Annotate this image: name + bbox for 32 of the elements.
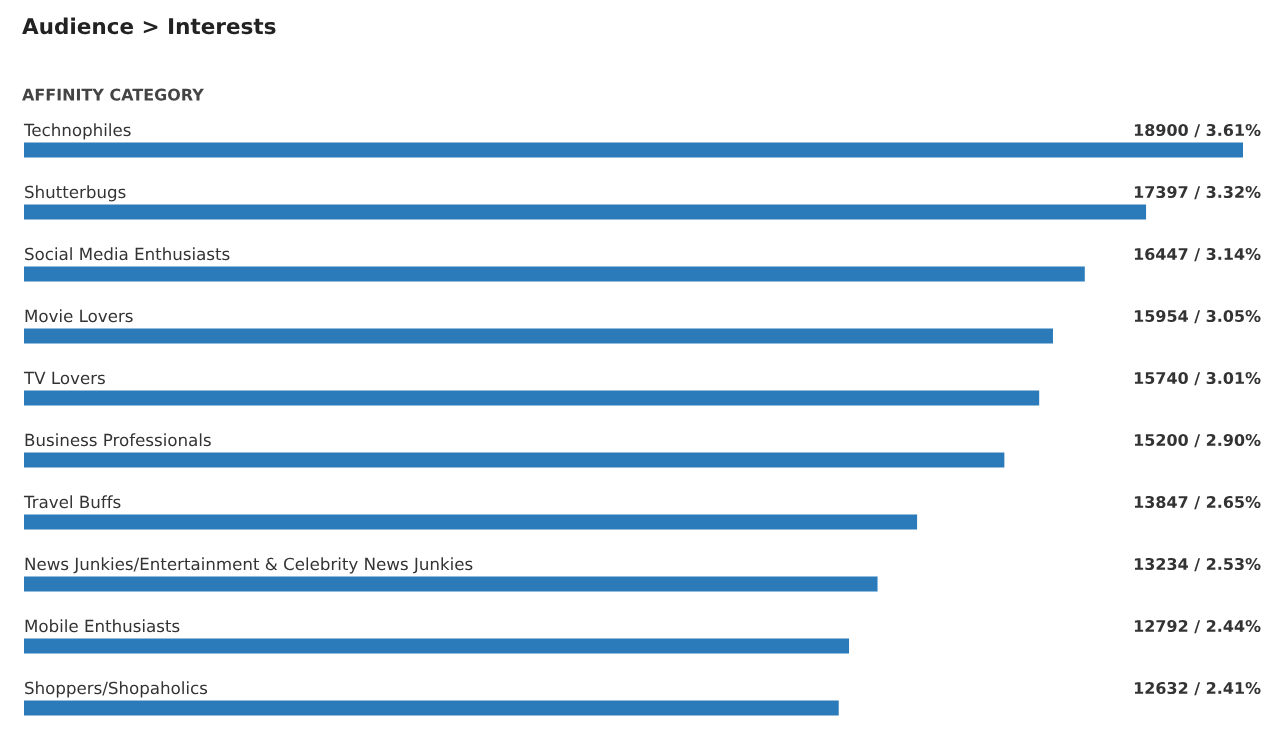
y-tick-label: Shutterbugs [25, 185, 126, 202]
data-label: 13847 / 2.65% [1134, 495, 1261, 510]
y-tick-label: TV Lovers [23, 371, 105, 385]
bar [24, 266, 1085, 282]
bar [24, 700, 839, 716]
chart-subtitle: AFFINITY CATEGORY [22, 88, 204, 101]
y-tick-label: Travel Buffs [23, 495, 121, 509]
data-label: 16447 / 3.14% [1134, 247, 1261, 262]
data-label: 13234 / 2.53% [1134, 557, 1261, 572]
bar [24, 638, 850, 654]
y-tick-label: Business Professionals [25, 433, 211, 447]
y-tick-label: Shoppers/Shopaholics [25, 681, 208, 698]
y-tick-label: Movie Lovers [25, 309, 133, 323]
data-label: 12792 / 2.44% [1134, 619, 1261, 634]
y-tick-label: Social Media Enthusiasts [25, 247, 230, 261]
bar [24, 204, 1147, 220]
data-label: 17397 / 3.32% [1134, 185, 1261, 200]
y-tick-label: News Junkies/Entertainment & Celebrity News Junkies [25, 557, 473, 574]
bar [24, 452, 1005, 468]
data-label: 15954 / 3.05% [1134, 309, 1261, 324]
bar [24, 576, 878, 592]
y-tick-label: Technophiles [23, 123, 131, 140]
bar [24, 328, 1053, 344]
bar [24, 390, 1040, 406]
bar [24, 514, 918, 530]
data-label: 18900 / 3.61% [1134, 123, 1261, 138]
data-label: 15200 / 2.90% [1134, 433, 1261, 448]
data-label: 15740 / 3.01% [1134, 371, 1261, 386]
chart-title: Audience > Interests [22, 17, 276, 35]
bar [24, 142, 1243, 158]
data-label: 12632 / 2.41% [1134, 681, 1261, 696]
y-tick-label: Mobile Enthusiasts [25, 619, 180, 633]
